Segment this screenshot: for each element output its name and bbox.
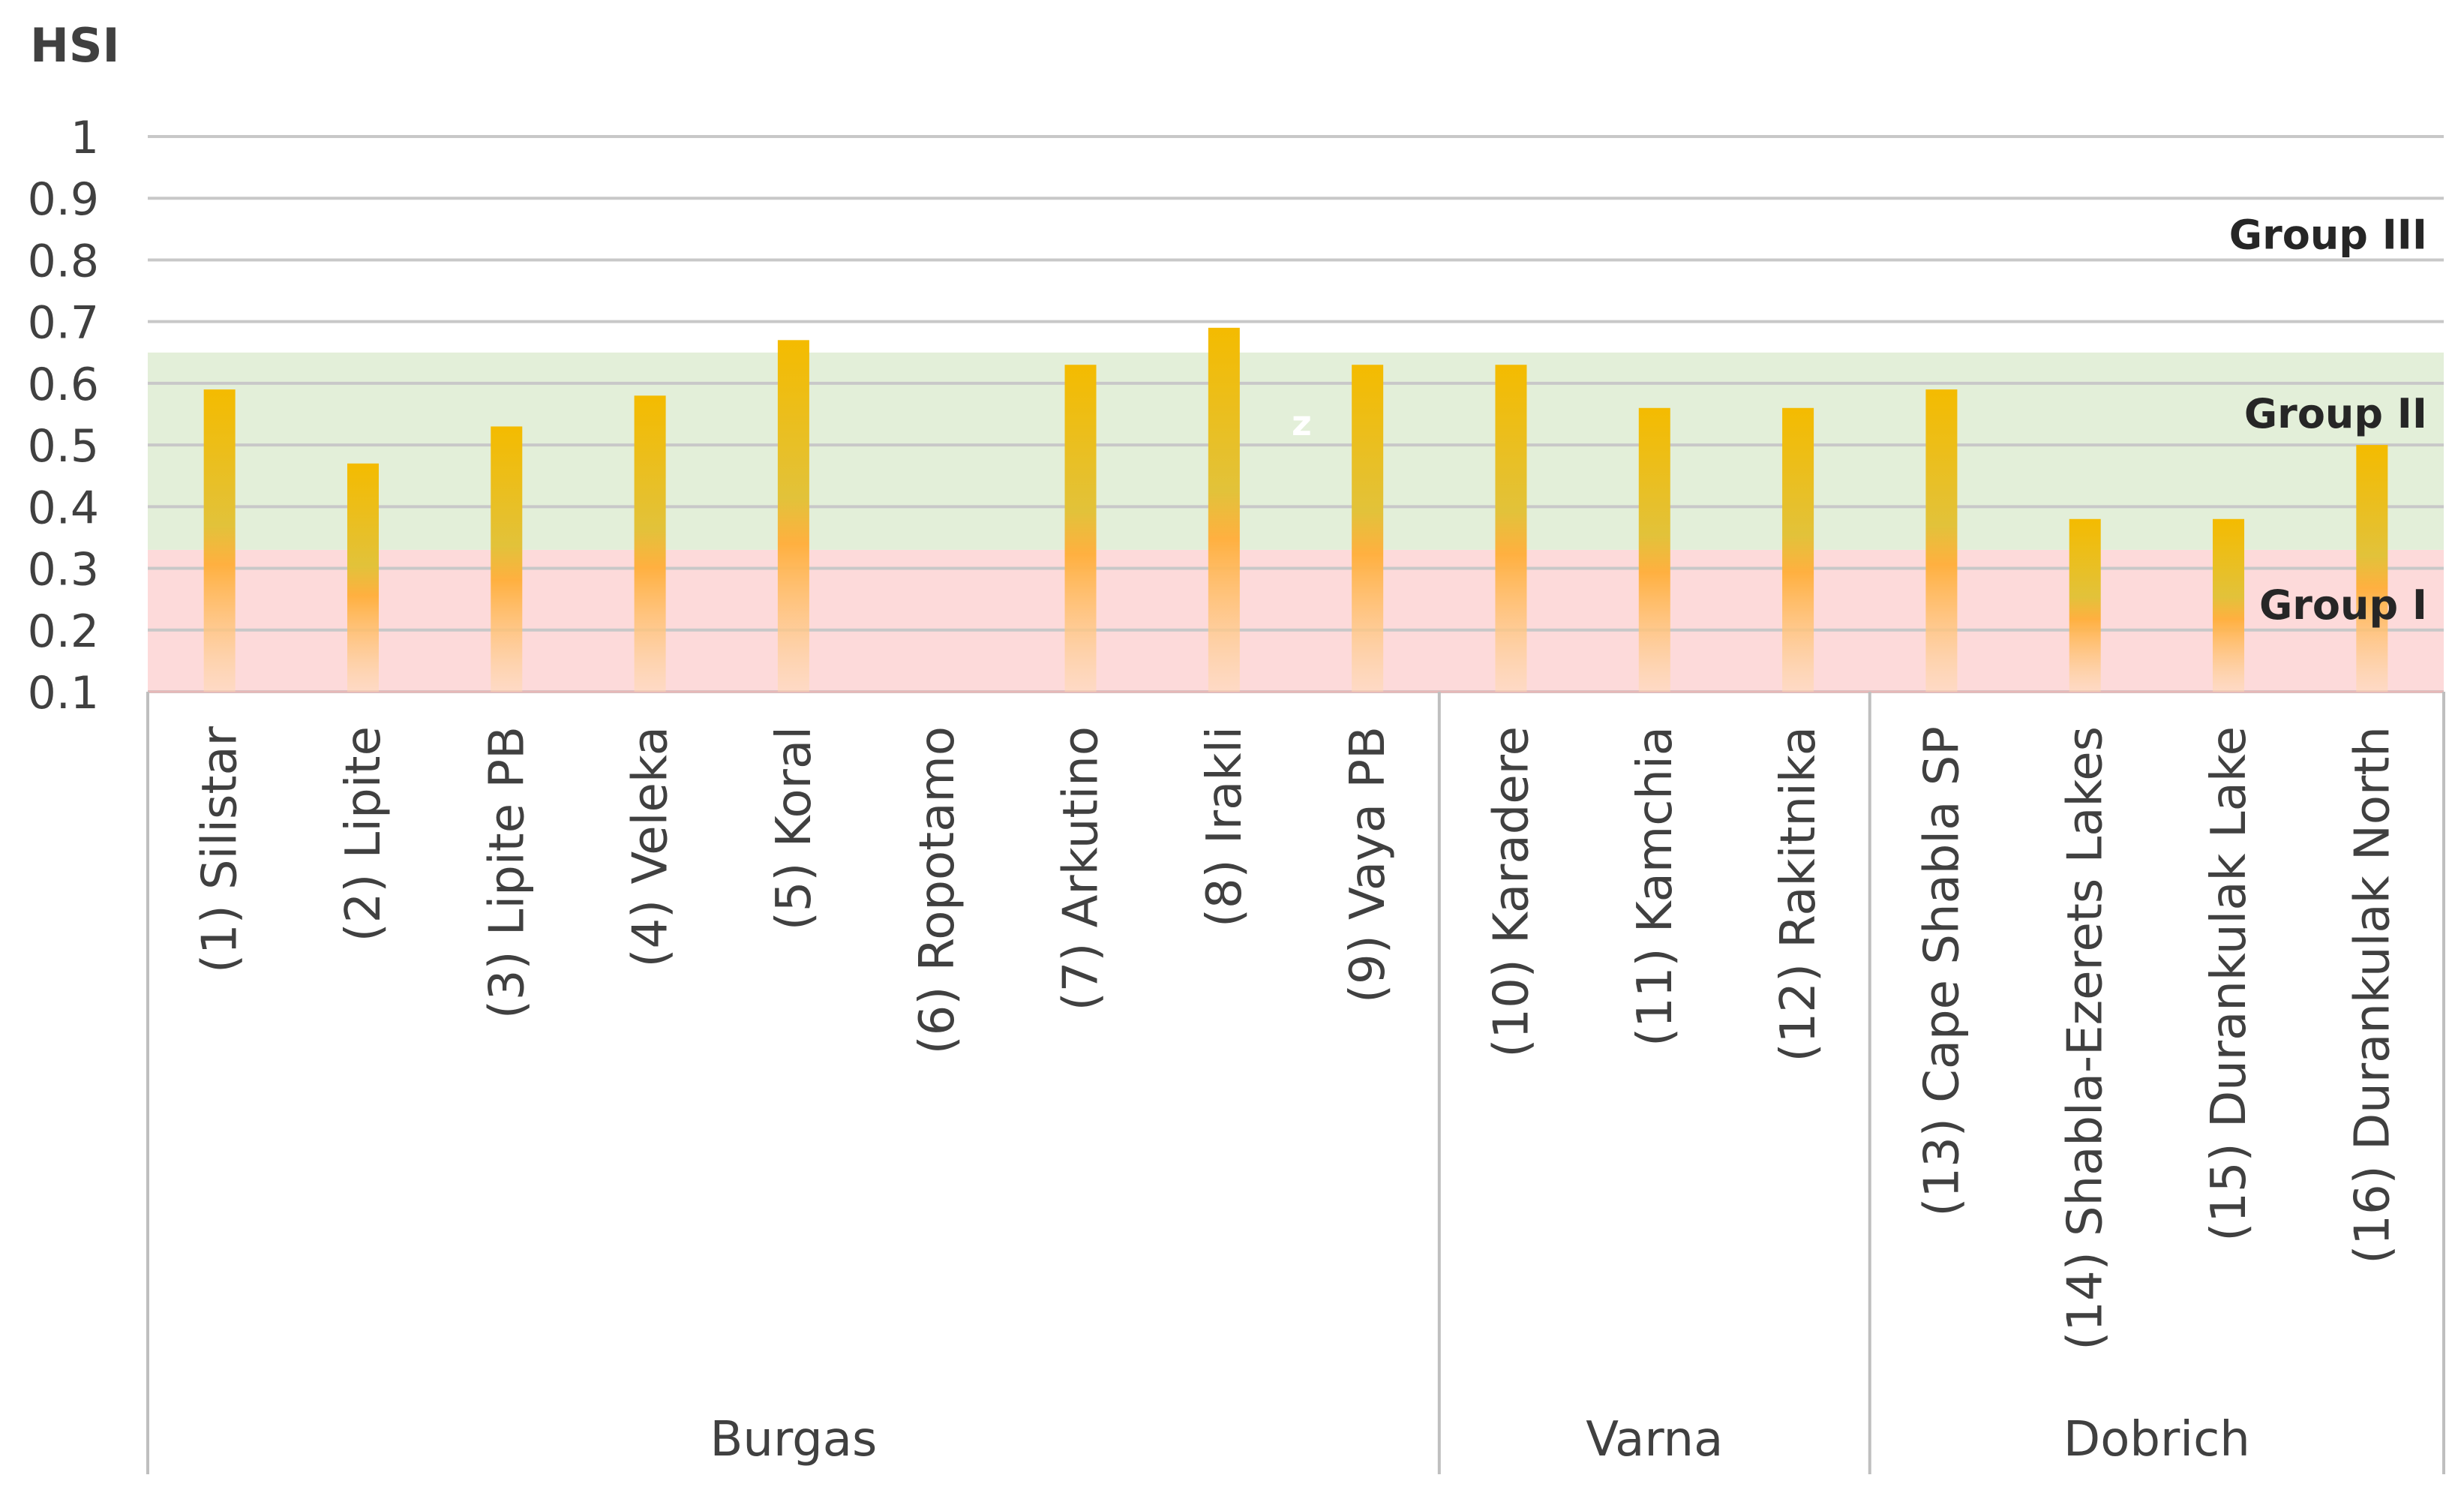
category-label: (9) Vaya PB [1340, 726, 1396, 1003]
band-label: Group II [2244, 390, 2427, 437]
bar [634, 395, 666, 692]
bar [1638, 407, 1670, 692]
group-label: Dobrich [2063, 1412, 2250, 1467]
band-3 [148, 137, 2444, 353]
y-tick-label: 0.5 [28, 420, 99, 473]
band-labels: Group I Group II Group III [2229, 212, 2427, 629]
y-tick-label: 0.9 [28, 173, 99, 226]
y-tick-label: 1 [71, 112, 99, 164]
group-label: Burgas [710, 1412, 877, 1467]
y-tick-label: 0.3 [28, 544, 99, 596]
band-label: Group I [2259, 581, 2427, 629]
category-label: (14) Shabla-Ezerets Lakes [2058, 726, 2114, 1350]
bar [777, 340, 809, 692]
bar [1352, 365, 1384, 692]
bar [1064, 365, 1097, 692]
category-label: (1) Silistar [193, 725, 248, 973]
category-label: (15) Durankulak Lake [2201, 726, 2257, 1242]
category-labels: (1) Silistar (2) Lipite (3) Lipite PB (4) V… [193, 725, 2401, 1350]
category-label: (13) Cape Shabla SP [1914, 726, 1970, 1217]
y-tick-label: 0.8 [28, 235, 99, 287]
gridlines [148, 135, 2444, 693]
category-label: (10) Karadere [1484, 726, 1539, 1058]
y-axis-label: HSI [30, 18, 120, 73]
bar [1495, 365, 1527, 692]
bar [491, 426, 523, 692]
group-label: Varna [1586, 1412, 1723, 1467]
category-label: (7) Arkutino [1054, 726, 1109, 1011]
category-label: (2) Lipite [336, 726, 392, 942]
y-tick-label: 0.2 [28, 605, 99, 658]
bar [347, 463, 379, 692]
category-label: (5) Koral [767, 726, 822, 930]
category-label: (8) Irakli [1197, 726, 1253, 927]
y-tick-label: 0.4 [28, 482, 99, 534]
bar [2213, 518, 2245, 692]
category-label: (11) Kamchia [1628, 726, 1683, 1047]
y-tick-label: 0.7 [28, 297, 99, 350]
category-label: (4) Veleka [623, 726, 679, 968]
bar [1782, 407, 1814, 692]
y-axis-ticks: 0.1 0.2 0.3 0.4 0.5 0.6 0.7 0.8 0.9 1 [28, 112, 99, 719]
group-axis: Burgas Varna Dobrich [146, 692, 2445, 1474]
group-bands [148, 137, 2444, 692]
band-1 [148, 549, 2444, 692]
category-label: (16) Durankulak North [2345, 726, 2400, 1264]
category-label: (12) Rakitnika [1771, 726, 1826, 1062]
bars [203, 327, 2388, 692]
bar [1925, 389, 1958, 692]
bar [2356, 445, 2388, 692]
bar [1208, 327, 1240, 692]
bar [203, 389, 236, 692]
y-tick-label: 0.1 [28, 667, 99, 719]
band-label: Group III [2229, 212, 2427, 259]
bar [2069, 518, 2101, 692]
category-label: (3) Lipite PB [479, 726, 535, 1019]
band-2 [148, 352, 2444, 550]
stray-annotation: z [1292, 403, 1312, 443]
y-tick-label: 0.6 [28, 359, 99, 411]
category-label: (6) Ropotamo [910, 726, 965, 1054]
